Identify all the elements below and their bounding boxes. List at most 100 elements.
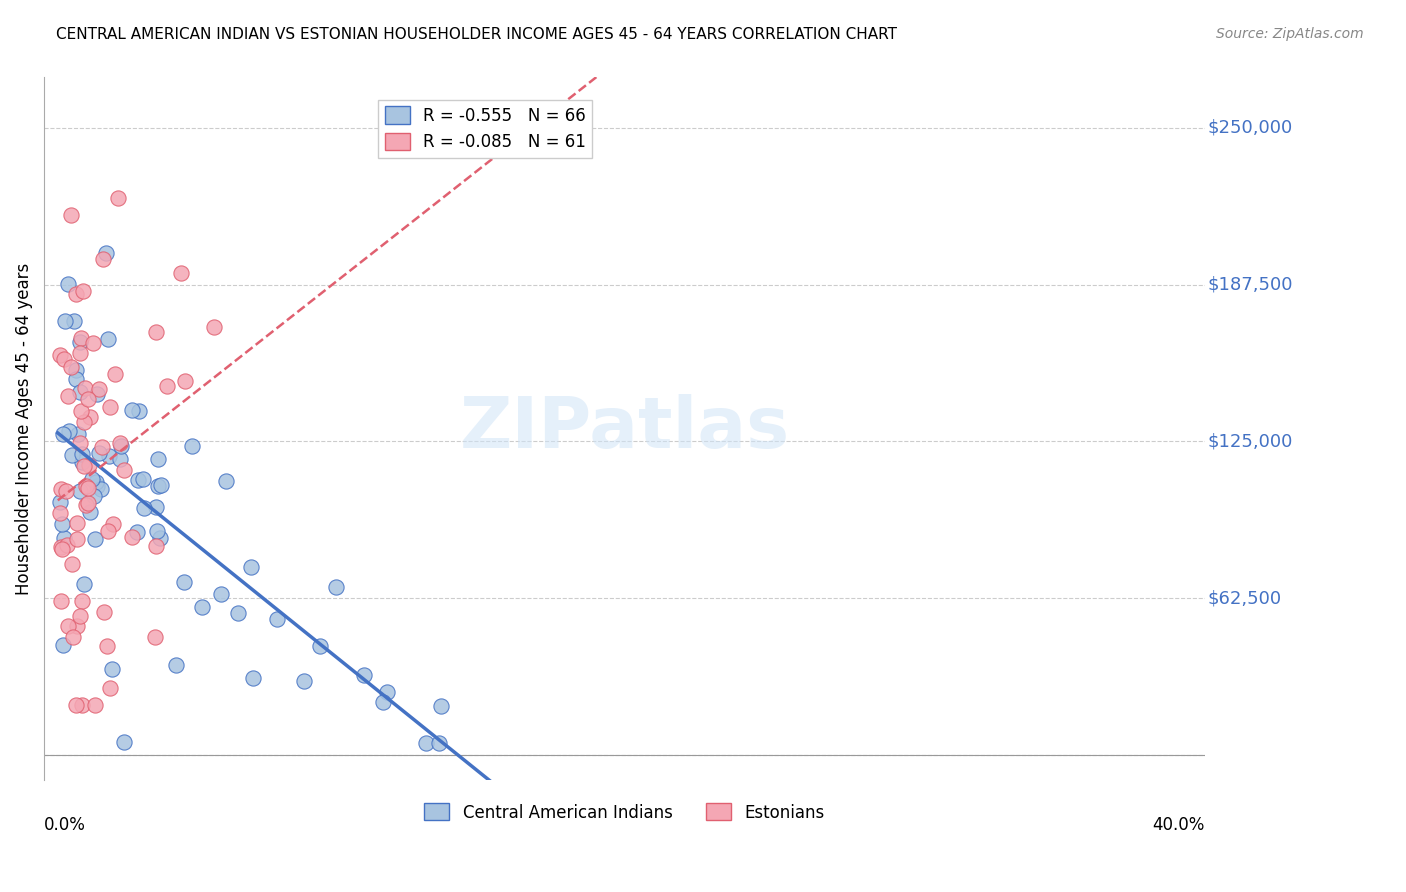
Central American Indians [90, 482, 112, 496]
Estonians [84, 698, 107, 712]
Estonians [121, 530, 143, 544]
Estonians [69, 403, 91, 417]
Estonians [79, 410, 101, 425]
Estonians [107, 191, 129, 205]
Text: 0.0%: 0.0% [44, 815, 86, 833]
Central American Indians [79, 505, 101, 519]
Estonians [145, 539, 167, 553]
Central American Indians [226, 606, 249, 620]
Estonians [145, 325, 167, 339]
Text: $125,000: $125,000 [1208, 433, 1292, 450]
Estonians [59, 208, 82, 222]
Central American Indians [148, 478, 170, 492]
Estonians [101, 516, 124, 531]
Estonians [202, 319, 225, 334]
Central American Indians [65, 363, 87, 377]
Estonians [62, 630, 84, 644]
Text: Source: ZipAtlas.com: Source: ZipAtlas.com [1216, 27, 1364, 41]
Central American Indians [86, 386, 108, 401]
Central American Indians [181, 439, 204, 453]
Estonians [73, 415, 96, 429]
Central American Indians [70, 455, 93, 469]
Central American Indians [69, 334, 91, 349]
Central American Indians [146, 451, 169, 466]
Central American Indians [98, 450, 121, 464]
Estonians [52, 352, 75, 367]
Central American Indians [53, 314, 76, 328]
Estonians [56, 619, 79, 633]
Central American Indians [82, 472, 104, 486]
Estonians [69, 436, 91, 450]
Central American Indians [128, 403, 150, 417]
Central American Indians [69, 484, 91, 499]
Text: $62,500: $62,500 [1208, 590, 1281, 607]
Estonians [79, 458, 101, 473]
Estonians [97, 524, 120, 539]
Central American Indians [134, 500, 156, 515]
Central American Indians [239, 560, 262, 574]
Estonians [174, 374, 197, 388]
Central American Indians [145, 500, 167, 514]
Central American Indians [83, 489, 105, 503]
Central American Indians [108, 452, 131, 467]
Estonians [55, 484, 77, 499]
Central American Indians [375, 685, 398, 699]
Legend: Central American Indians, Estonians: Central American Indians, Estonians [418, 797, 831, 828]
Estonians [114, 463, 136, 477]
Estonians [72, 458, 94, 473]
Central American Indians [100, 662, 122, 676]
Central American Indians [190, 599, 212, 614]
Central American Indians [429, 699, 451, 714]
Central American Indians [132, 472, 155, 486]
Central American Indians [110, 439, 132, 453]
Estonians [65, 287, 87, 301]
Estonians [51, 541, 73, 556]
Estonians [65, 698, 87, 712]
Central American Indians [266, 611, 288, 625]
Central American Indians [58, 425, 80, 439]
Estonians [49, 593, 72, 607]
Central American Indians [150, 477, 173, 491]
Estonians [82, 336, 104, 351]
Estonians [75, 479, 97, 493]
Central American Indians [121, 403, 143, 417]
Text: $187,500: $187,500 [1208, 276, 1292, 293]
Estonians [143, 630, 166, 644]
Central American Indians [325, 581, 347, 595]
Estonians [72, 698, 94, 712]
Central American Indians [353, 667, 375, 681]
Estonians [104, 367, 127, 381]
Central American Indians [125, 524, 148, 539]
Central American Indians [292, 673, 315, 688]
Estonians [66, 516, 89, 530]
Central American Indians [415, 736, 437, 750]
Central American Indians [51, 516, 73, 531]
Central American Indians [49, 495, 72, 509]
Estonians [49, 483, 72, 497]
Estonians [77, 392, 100, 406]
Central American Indians [56, 277, 79, 292]
Estonians [58, 389, 80, 403]
Estonians [75, 498, 97, 512]
Central American Indians [94, 246, 117, 260]
Estonians [56, 538, 79, 552]
Central American Indians [146, 524, 169, 539]
Estonians [108, 435, 131, 450]
Estonians [156, 379, 179, 393]
Estonians [169, 266, 191, 280]
Central American Indians [127, 473, 149, 487]
Estonians [69, 608, 91, 623]
Estonians [77, 481, 100, 495]
Estonians [70, 331, 93, 345]
Central American Indians [52, 427, 75, 442]
Central American Indians [52, 639, 75, 653]
Estonians [100, 681, 122, 695]
Estonians [49, 540, 72, 554]
Central American Indians [65, 372, 87, 386]
Central American Indians [149, 532, 172, 546]
Text: ZIPatlas: ZIPatlas [460, 394, 790, 463]
Central American Indians [87, 445, 110, 459]
Central American Indians [215, 474, 238, 488]
Estonians [75, 381, 97, 395]
Estonians [72, 284, 94, 298]
